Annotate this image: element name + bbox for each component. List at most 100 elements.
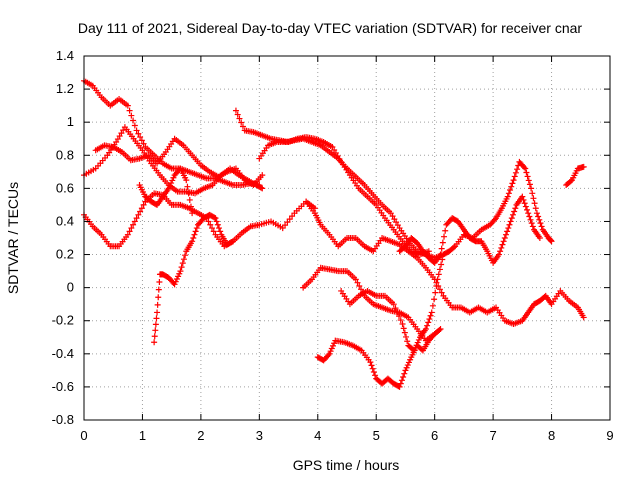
data-point <box>326 350 333 357</box>
data-point <box>212 215 219 222</box>
data-point-fill <box>436 266 443 273</box>
data-point-fill <box>369 365 376 372</box>
data-point-fill <box>131 218 138 225</box>
data-point <box>396 383 403 390</box>
data-point-fill <box>415 336 422 343</box>
data-point-fill <box>182 252 189 259</box>
data-point-fill <box>535 213 542 220</box>
data-point-fill <box>180 256 187 263</box>
data-point-fill <box>184 183 191 190</box>
data-point-fill <box>397 380 404 387</box>
data-point-fill <box>207 221 214 228</box>
data-point-fill <box>403 333 410 340</box>
data-point-fill <box>138 137 145 144</box>
data-point-fill <box>506 221 513 228</box>
data-point <box>411 347 418 354</box>
data-point-fill <box>502 231 509 238</box>
y-tick-label: -0.2 <box>52 313 74 328</box>
data-point <box>232 107 239 114</box>
data-point-fill <box>435 271 442 278</box>
data-point-fill <box>131 122 138 129</box>
data-point-fill <box>521 200 528 207</box>
series-track-i <box>303 198 587 328</box>
y-tick-label: 0.6 <box>56 180 74 195</box>
data-point-fill <box>128 225 135 232</box>
x-tick-label: 9 <box>606 428 613 443</box>
data-point-fill <box>531 200 538 207</box>
data-point-fill <box>216 225 223 232</box>
data-point-fill <box>152 327 159 334</box>
data-points <box>81 77 587 390</box>
x-tick-label: 8 <box>548 428 555 443</box>
data-point-fill <box>523 169 530 176</box>
data-point-fill <box>412 344 419 351</box>
data-point <box>519 193 526 200</box>
data-point <box>507 218 514 225</box>
data-point <box>522 165 529 172</box>
data-point-fill <box>521 164 528 171</box>
data-point-fill <box>497 248 504 255</box>
data-point-fill <box>432 289 439 296</box>
data-point-fill <box>152 321 159 328</box>
data-point-fill <box>528 220 535 227</box>
series-track-d <box>81 190 318 250</box>
x-tick-label: 2 <box>197 428 204 443</box>
data-point <box>580 163 587 170</box>
series-track-f <box>151 211 237 346</box>
data-point-fill <box>178 264 185 271</box>
data-point <box>230 238 237 245</box>
data-point <box>133 127 140 134</box>
data-point <box>402 367 409 374</box>
data-point <box>528 185 535 192</box>
data-point-fill <box>524 206 531 213</box>
data-point-fill <box>524 173 531 180</box>
data-point-fill <box>179 260 186 267</box>
data-point-fill <box>155 286 162 293</box>
data-point <box>133 215 140 222</box>
data-point-fill <box>426 316 433 323</box>
data-point-fill <box>140 140 147 147</box>
data-point-fill <box>442 227 449 234</box>
x-tick-label: 1 <box>139 428 146 443</box>
y-tick-label: -0.8 <box>52 412 74 427</box>
data-point <box>189 210 196 217</box>
data-point <box>151 339 158 346</box>
data-point-fill <box>512 169 519 176</box>
data-point-fill <box>372 372 379 379</box>
data-point-fill <box>137 134 144 141</box>
data-point-fill <box>414 339 421 346</box>
data-point-fill <box>325 352 332 359</box>
data-point-fill <box>186 196 193 203</box>
data-point-fill <box>509 180 516 187</box>
series-track-n <box>563 163 587 189</box>
y-tick-label: 1.2 <box>56 81 74 96</box>
data-point <box>177 268 184 275</box>
data-point <box>434 276 441 283</box>
data-point-fill <box>236 115 243 122</box>
data-point-fill <box>192 228 199 235</box>
x-tick-label: 0 <box>80 428 87 443</box>
data-point-fill <box>135 130 142 137</box>
data-point-fill <box>424 322 431 329</box>
data-point-fill <box>529 223 536 230</box>
data-point-fill <box>398 377 405 384</box>
y-axis-label: SDTVAR / TECUs <box>5 182 21 294</box>
data-point-fill <box>525 177 532 184</box>
data-point <box>390 301 397 308</box>
series-track-j <box>300 264 438 344</box>
data-point-fill <box>491 216 498 223</box>
data-point-fill <box>239 123 246 130</box>
data-point-fill <box>536 216 543 223</box>
series-track-c <box>92 135 266 189</box>
y-tick-label: 0 <box>67 280 74 295</box>
data-point-fill <box>217 228 224 235</box>
data-point-fill <box>498 244 505 251</box>
data-point-fill <box>358 286 365 293</box>
y-tick-label: 0.8 <box>56 147 74 162</box>
data-point-fill <box>401 370 408 377</box>
data-point-fill <box>522 203 529 210</box>
data-point-fill <box>508 183 515 190</box>
data-point <box>548 238 555 245</box>
data-point-fill <box>403 364 410 371</box>
